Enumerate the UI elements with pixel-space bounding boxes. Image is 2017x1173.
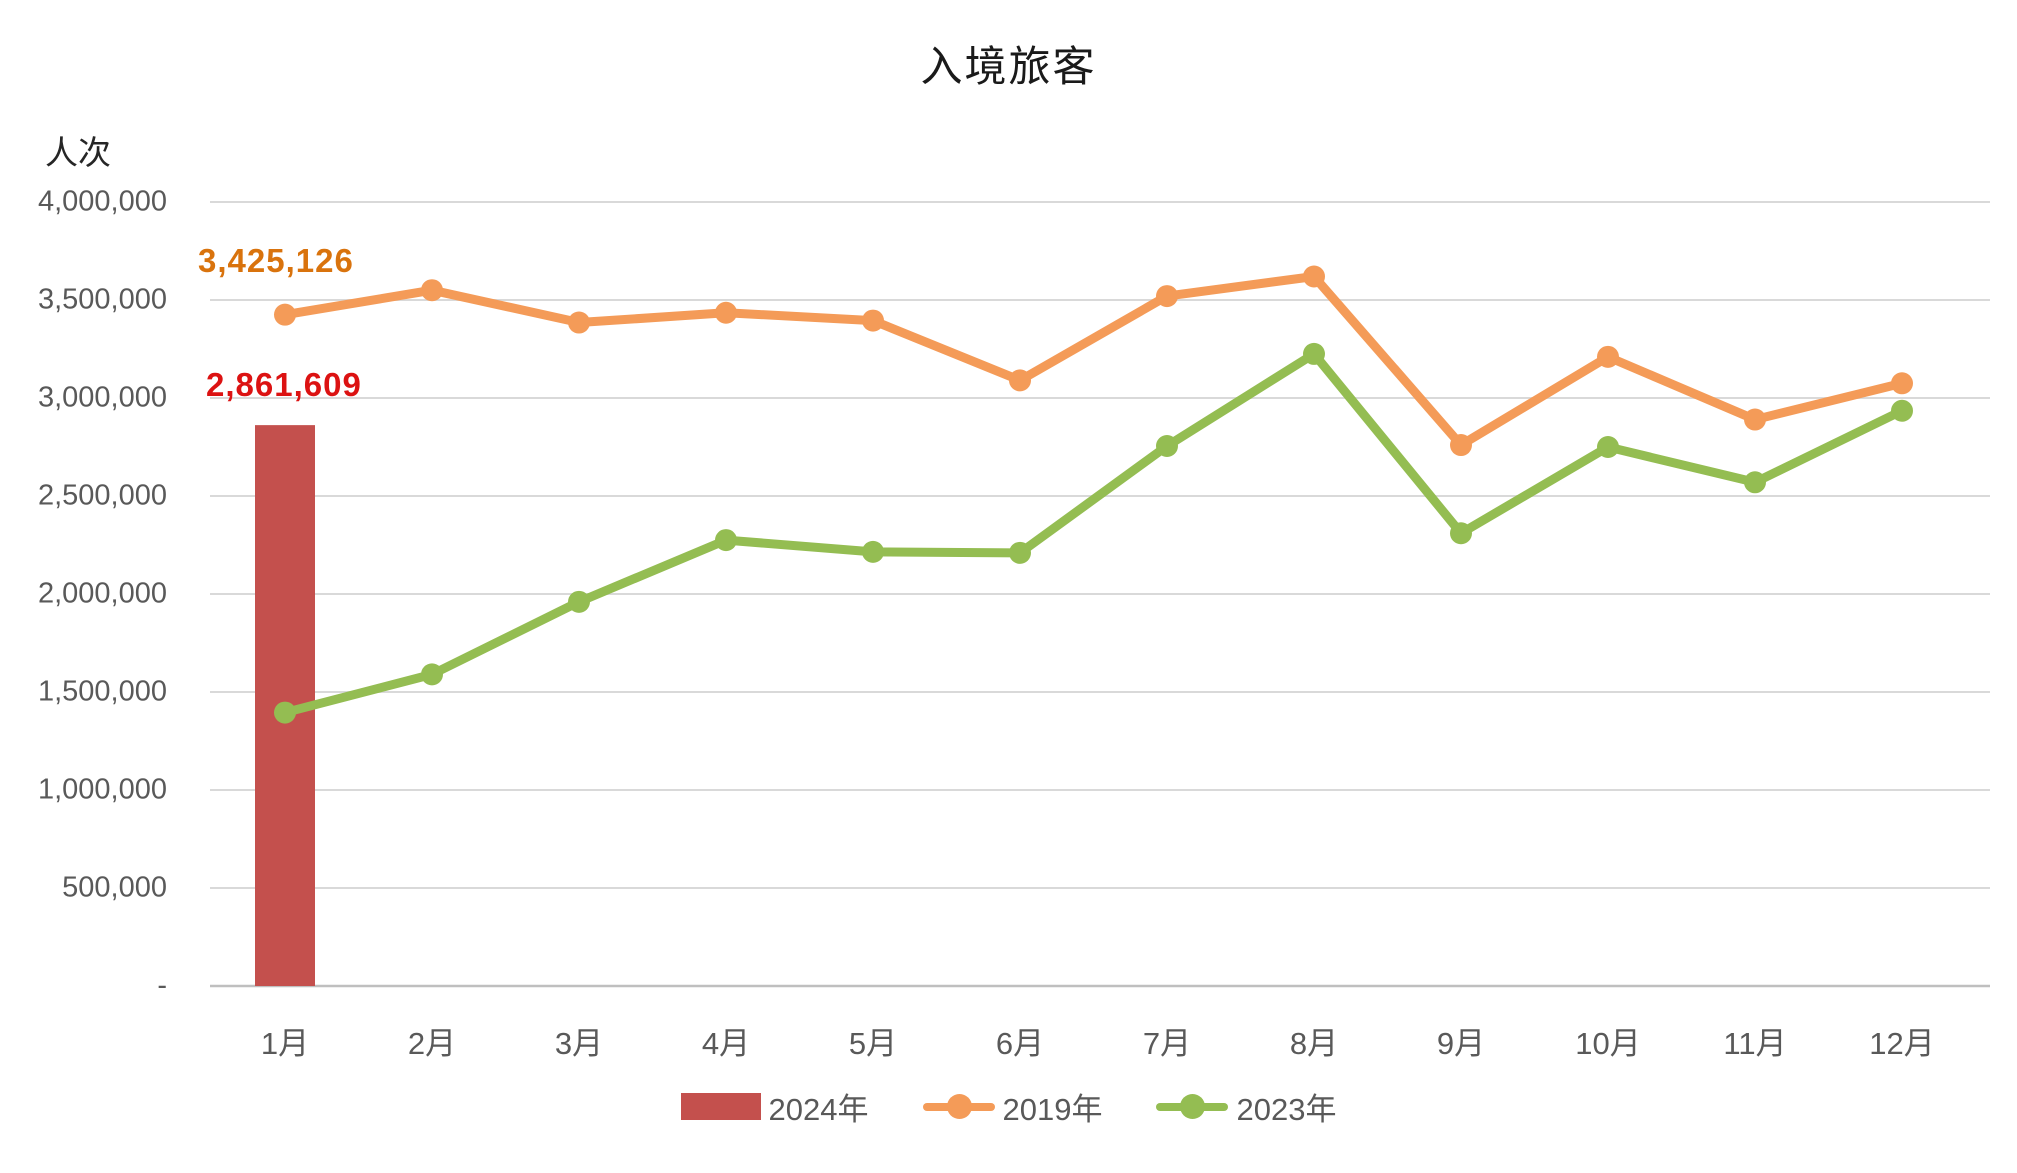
y-tick-label: 3,500,000: [37, 283, 167, 316]
x-tick-label: 6月: [995, 1026, 1045, 1061]
legend-label: 2023年: [1236, 1092, 1337, 1127]
point-2023年: [1744, 471, 1766, 494]
x-tick-label: 1月: [260, 1026, 310, 1061]
chart-legend: 2024年 2019年 2023年: [0, 1084, 2017, 1129]
point-2019年: [1744, 408, 1766, 431]
point-2019年: [1891, 372, 1913, 395]
x-tick-label: 5月: [848, 1026, 898, 1061]
legend-line-swatch: [1156, 1093, 1229, 1120]
x-tick-label: 12月: [1869, 1026, 1935, 1061]
point-2023年: [1009, 541, 1031, 564]
y-tick-label: -: [157, 969, 167, 1002]
x-tick-label: 9月: [1436, 1026, 1486, 1061]
y-tick-label: 4,000,000: [37, 185, 167, 218]
y-tick-label: 2,500,000: [37, 479, 167, 512]
point-2019年: [715, 301, 737, 324]
point-2023年: [421, 663, 443, 686]
point-2023年: [1303, 342, 1325, 365]
x-tick-label: 10月: [1575, 1026, 1641, 1061]
x-tick-label: 8月: [1289, 1026, 1339, 1061]
legend-label: 2019年: [1002, 1092, 1103, 1127]
x-tick-label: 2月: [407, 1026, 457, 1061]
chart-title: 入境旅客: [920, 43, 1097, 90]
point-2023年: [1891, 399, 1913, 422]
point-2019年: [1450, 434, 1472, 457]
point-2019年: [1156, 285, 1178, 308]
x-tick-label: 4月: [701, 1026, 751, 1061]
legend-item-2019年: 2019年: [922, 1084, 1103, 1129]
y-tick-label: 1,000,000: [37, 773, 167, 806]
point-2023年: [1156, 435, 1178, 458]
y-tick-label: 2,000,000: [37, 577, 167, 610]
x-tick-label: 3月: [554, 1026, 604, 1061]
x-tick-label: 7月: [1142, 1026, 1192, 1061]
y-axis-unit-label: 人次: [45, 134, 111, 171]
legend-bar-swatch: [680, 1093, 761, 1120]
y-tick-label: 500,000: [62, 871, 167, 904]
x-tick-label: 11月: [1723, 1026, 1787, 1061]
point-2023年: [568, 590, 590, 613]
point-2019年: [274, 303, 296, 326]
point-2023年: [715, 529, 737, 552]
y-tick-label: 1,500,000: [37, 675, 167, 708]
point-2023年: [1450, 522, 1472, 545]
legend-label: 2024年: [768, 1092, 869, 1127]
point-2019年: [568, 311, 590, 334]
point-2019年: [1009, 369, 1031, 392]
line-2019年: [280, 271, 1907, 450]
y-tick-label: 3,000,000: [37, 381, 167, 414]
point-2019年: [1303, 265, 1325, 288]
point-2019年: [1597, 345, 1619, 368]
legend-line-swatch: [922, 1093, 995, 1120]
data-label-2024-jan: 2,861,609: [206, 366, 362, 403]
point-2019年: [421, 279, 443, 302]
point-2023年: [1597, 436, 1619, 458]
legend-item-2023年: 2023年: [1156, 1084, 1336, 1129]
legend-item-2024年: 2024年: [680, 1084, 869, 1129]
line-2023年: [280, 349, 1907, 718]
point-2023年: [862, 540, 884, 563]
data-label-2019-jan: 3,425,126: [198, 242, 354, 279]
point-2019年: [862, 309, 884, 332]
point-2023年: [274, 701, 296, 724]
